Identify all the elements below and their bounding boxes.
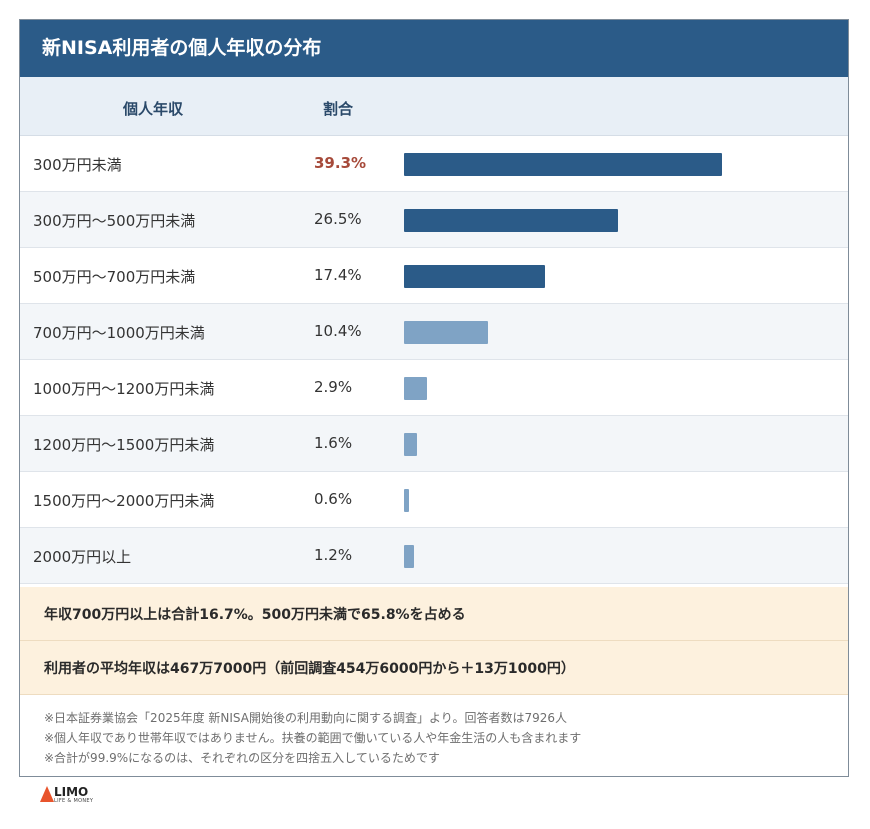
note-text-2: 利用者の平均年収は467万7000円（前回調査454万6000円から＋13万10… (44, 661, 575, 677)
bar (404, 153, 722, 176)
bar (404, 265, 545, 288)
table-row: 300万円〜500万円未満 26.5% (20, 192, 848, 248)
value-label: 0.6% (314, 490, 353, 508)
value-label: 26.5% (314, 210, 362, 228)
category-label: 2000万円以上 (33, 548, 132, 566)
footnote-1: ※日本証券業協会「2025年度 新NISA開始後の利用動向に関する調査」より。回… (44, 711, 568, 725)
chart-card: 新NISA利用者の個人年収の分布 個人年収 割合 300万円未満 39.3% 300… (19, 19, 849, 777)
table-row: 700万円〜1000万円未満 10.4% (20, 304, 848, 360)
table-row: 2000万円以上 1.2% (20, 528, 848, 584)
bar (404, 433, 417, 456)
category-label: 300万円〜500万円未満 (33, 212, 196, 230)
note-row-1: 年収700万円以上は合計16.7%。500万円未満で65.8%を占める (20, 587, 848, 641)
value-label: 2.9% (314, 378, 353, 396)
category-label: 700万円〜1000万円未満 (33, 324, 205, 342)
note-text-1: 年収700万円以上は合計16.7%。500万円未満で65.8%を占める (44, 607, 466, 623)
limo-logo: LIMO LIFE & MONEY (40, 786, 110, 808)
bar (404, 209, 619, 232)
table-row: 1200万円〜1500万円未満 1.6% (20, 416, 848, 472)
note-row-2: 利用者の平均年収は467万7000円（前回調査454万6000円から＋13万10… (20, 641, 848, 695)
title-bar: 新NISA利用者の個人年収の分布 (20, 20, 848, 77)
table-row: 500万円〜700万円未満 17.4% (20, 248, 848, 304)
table-row: 300万円未満 39.3% (20, 136, 848, 192)
chart-title: 新NISA利用者の個人年収の分布 (42, 37, 322, 59)
footnote-2: ※個人年収であり世帯年収ではありません。扶養の範囲で働いている人や年金生活の人も… (44, 731, 582, 745)
category-label: 500万円〜700万円未満 (33, 268, 196, 286)
header-income: 個人年収 (123, 100, 184, 118)
value-label: 1.6% (314, 434, 353, 452)
table-header: 個人年収 割合 (20, 77, 848, 136)
footnote-3: ※合計が99.9%になるのは、それぞれの区分を四捨五入しているためです (44, 751, 440, 765)
header-share: 割合 (323, 100, 354, 118)
limo-logo-icon (40, 786, 54, 802)
table-row: 1500万円〜2000万円未満 0.6% (20, 472, 848, 528)
bar (404, 545, 414, 568)
table-row: 1000万円〜1200万円未満 2.9% (20, 360, 848, 416)
value-label: 39.3% (314, 154, 367, 172)
category-label: 300万円未満 (33, 156, 122, 174)
bar (404, 489, 409, 512)
category-label: 1200万円〜1500万円未満 (33, 436, 215, 454)
value-label: 1.2% (314, 546, 353, 564)
value-label: 17.4% (314, 266, 362, 284)
category-label: 1500万円〜2000万円未満 (33, 492, 215, 510)
logo-name: LIMO (54, 785, 89, 799)
logo-tagline: LIFE & MONEY (54, 798, 94, 804)
category-label: 1000万円〜1200万円未満 (33, 380, 215, 398)
bar (404, 321, 489, 344)
bar (404, 377, 428, 400)
value-label: 10.4% (314, 322, 362, 340)
